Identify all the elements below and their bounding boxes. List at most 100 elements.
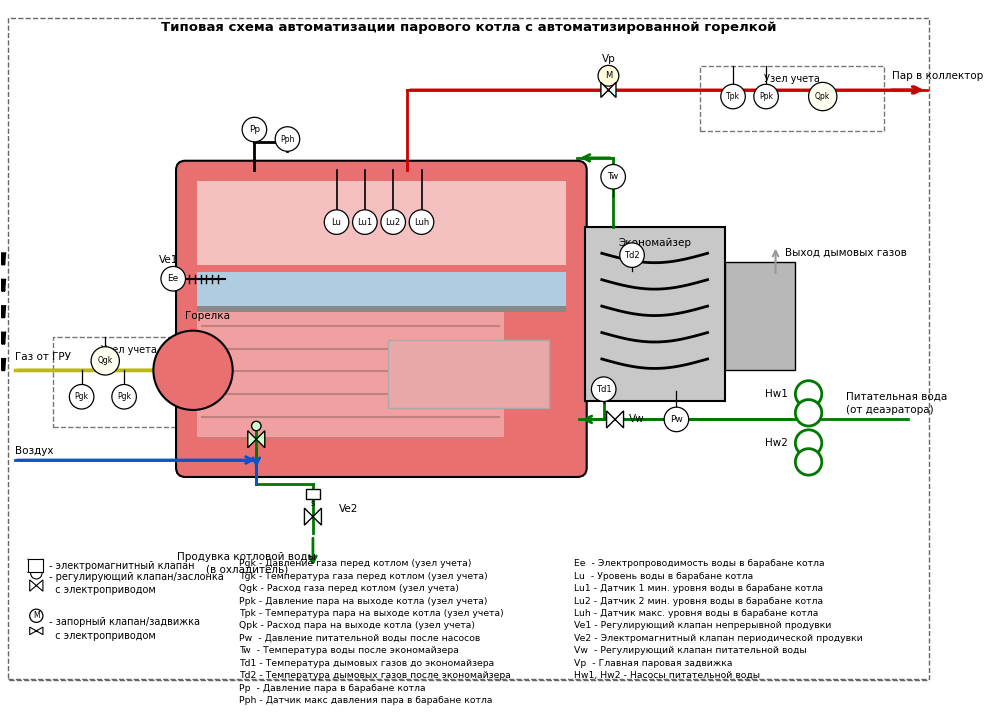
Bar — [197, 182, 566, 265]
Text: Vw: Vw — [630, 415, 644, 425]
Text: Td2: Td2 — [625, 251, 640, 260]
Text: Lu2 - Датчик 2 мин. уровня воды в барабане котла: Lu2 - Датчик 2 мин. уровня воды в бараба… — [574, 596, 824, 606]
Circle shape — [753, 84, 778, 109]
Text: Воздух: Воздух — [15, 445, 53, 455]
Text: Pgk - Давление газа перед котлом (узел учета): Pgk - Давление газа перед котлом (узел у… — [240, 559, 471, 568]
Text: Pgk: Pgk — [74, 393, 89, 401]
Bar — [197, 272, 566, 308]
Text: Узел учета: Узел учета — [764, 74, 820, 84]
Text: Lu1: Lu1 — [357, 217, 372, 227]
Circle shape — [809, 82, 837, 111]
Text: Выход дымовых газов: Выход дымовых газов — [785, 247, 907, 257]
Text: Ve1 - Регулирующий клапан непрерывной продувки: Ve1 - Регулирующий клапан непрерывной пр… — [574, 621, 832, 631]
Text: Vp  - Главная паровая задвижка: Vp - Главная паровая задвижка — [574, 659, 733, 668]
Circle shape — [664, 407, 689, 432]
Text: Vw  - Регулирующий клапан питательной воды: Vw - Регулирующий клапан питательной вод… — [574, 646, 807, 656]
Text: Pw: Pw — [670, 415, 683, 424]
Text: Lu: Lu — [332, 217, 342, 227]
Text: M: M — [33, 611, 40, 621]
Bar — [197, 306, 566, 312]
Text: Td1 - Температура дымовых газов до экономайзера: Td1 - Температура дымовых газов до эконо… — [240, 659, 495, 668]
Circle shape — [69, 385, 94, 409]
Text: Pph: Pph — [280, 134, 295, 144]
Circle shape — [620, 243, 644, 267]
Text: Hw2: Hw2 — [765, 438, 788, 448]
Circle shape — [275, 127, 300, 152]
Text: Узел учета: Узел учета — [101, 345, 156, 355]
Text: Tgk - Температура газа перед котлом (узел учета): Tgk - Температура газа перед котлом (узе… — [240, 571, 488, 581]
Text: Luh - Датчик макс. уровня воды в барабане котла: Luh - Датчик макс. уровня воды в барабан… — [574, 609, 819, 618]
Text: Pp  - Давление пара в барабане котла: Pp - Давление пара в барабане котла — [240, 684, 426, 693]
Text: Пар в коллектор: Пар в коллектор — [892, 71, 983, 81]
Text: Td2 - Температура дымовых газов после экономайзера: Td2 - Температура дымовых газов после эк… — [240, 671, 511, 680]
Text: Hw1, Hw2 - Насосы питательной воды: Hw1, Hw2 - Насосы питательной воды — [574, 671, 760, 680]
Circle shape — [31, 568, 42, 579]
Bar — [725, 262, 795, 370]
Text: Ee  - Электропроводимость воды в барабане котла: Ee - Электропроводимость воды в барабане… — [574, 559, 825, 568]
Bar — [585, 227, 725, 401]
Text: Ve2: Ve2 — [340, 504, 358, 514]
Text: Qpk: Qpk — [815, 92, 831, 101]
Circle shape — [153, 330, 233, 410]
Polygon shape — [601, 82, 616, 97]
Bar — [28, 559, 43, 572]
Text: Ve2 - Электромагнитный клапан периодической продувки: Ve2 - Электромагнитный клапан периодичес… — [574, 634, 863, 643]
Text: Qgk: Qgk — [98, 356, 113, 365]
Polygon shape — [607, 411, 624, 428]
Circle shape — [381, 209, 406, 235]
Text: Tw  - Температура воды после экономайзера: Tw - Температура воды после экономайзера — [240, 646, 459, 656]
Polygon shape — [248, 430, 264, 448]
Text: Luh: Luh — [414, 217, 429, 227]
Text: s: s — [33, 561, 38, 571]
Text: Td1: Td1 — [596, 385, 612, 394]
Bar — [53, 337, 204, 427]
Text: - запорный клапан/задвижка
  с электроприводом: - запорный клапан/задвижка с электроприв… — [49, 617, 200, 641]
Circle shape — [409, 209, 434, 235]
Bar — [197, 312, 504, 437]
Polygon shape — [30, 627, 43, 635]
Bar — [700, 66, 884, 131]
Text: Lu  - Уровень воды в барабане котла: Lu - Уровень воды в барабане котла — [574, 571, 753, 581]
Circle shape — [601, 164, 626, 189]
Circle shape — [30, 609, 43, 622]
Text: Продувка котловой воды
(в охладитель): Продувка котловой воды (в охладитель) — [177, 551, 316, 575]
Circle shape — [795, 449, 822, 475]
Text: Qpk - Расход пара на выходе котла (узел учета): Qpk - Расход пара на выходе котла (узел … — [240, 621, 475, 631]
FancyBboxPatch shape — [176, 161, 587, 477]
Text: Tw: Tw — [608, 172, 619, 182]
Circle shape — [795, 400, 822, 426]
Circle shape — [112, 385, 137, 409]
Circle shape — [721, 84, 745, 109]
Text: Pw  - Давление питательной воды после насосов: Pw - Давление питательной воды после нас… — [240, 634, 480, 643]
Bar — [388, 340, 548, 408]
Circle shape — [352, 209, 377, 235]
Bar — [306, 489, 320, 498]
Circle shape — [161, 267, 185, 291]
Text: Vp: Vp — [602, 54, 616, 64]
Circle shape — [243, 117, 266, 142]
Text: Типовая схема автоматизации парового котла с автоматизированной горелкой: Типовая схема автоматизации парового кот… — [161, 21, 776, 34]
Text: Pp: Pp — [248, 125, 260, 134]
Text: Hw1: Hw1 — [765, 389, 788, 399]
Text: Экономайзер: Экономайзер — [618, 238, 691, 248]
Text: - регулирующий клапан/заслонка
  с электроприводом: - регулирующий клапан/заслонка с электро… — [49, 572, 224, 596]
Text: M: M — [605, 72, 612, 80]
Circle shape — [91, 347, 120, 375]
Text: s: s — [311, 499, 315, 508]
Text: Tpk - Температура пара на выходе котла (узел учета): Tpk - Температура пара на выходе котла (… — [240, 609, 504, 618]
Text: Lu2: Lu2 — [386, 217, 401, 227]
Text: Питательная вода
(от деаэратора): Питательная вода (от деаэратора) — [846, 392, 947, 415]
Text: - электромагнитный клапан: - электромагнитный клапан — [49, 561, 194, 571]
Polygon shape — [30, 580, 43, 591]
Text: Qgk - Расход газа перед котлом (узел учета): Qgk - Расход газа перед котлом (узел уче… — [240, 584, 459, 593]
Text: Ve1: Ve1 — [158, 255, 178, 265]
Circle shape — [251, 421, 261, 430]
Text: Pph - Датчик макс давления пара в барабане котла: Pph - Датчик макс давления пара в бараба… — [240, 696, 493, 705]
Text: Ee: Ee — [167, 275, 179, 283]
Text: Ppk - Давление пара на выходе котла (узел учета): Ppk - Давление пара на выходе котла (узе… — [240, 596, 488, 606]
Text: Pgk: Pgk — [117, 393, 131, 401]
Circle shape — [325, 209, 348, 235]
Text: Газ от ГРУ: Газ от ГРУ — [15, 352, 70, 362]
Circle shape — [591, 377, 616, 401]
Text: Lu1 - Датчик 1 мин. уровня воды в барабане котла: Lu1 - Датчик 1 мин. уровня воды в бараба… — [574, 584, 824, 593]
